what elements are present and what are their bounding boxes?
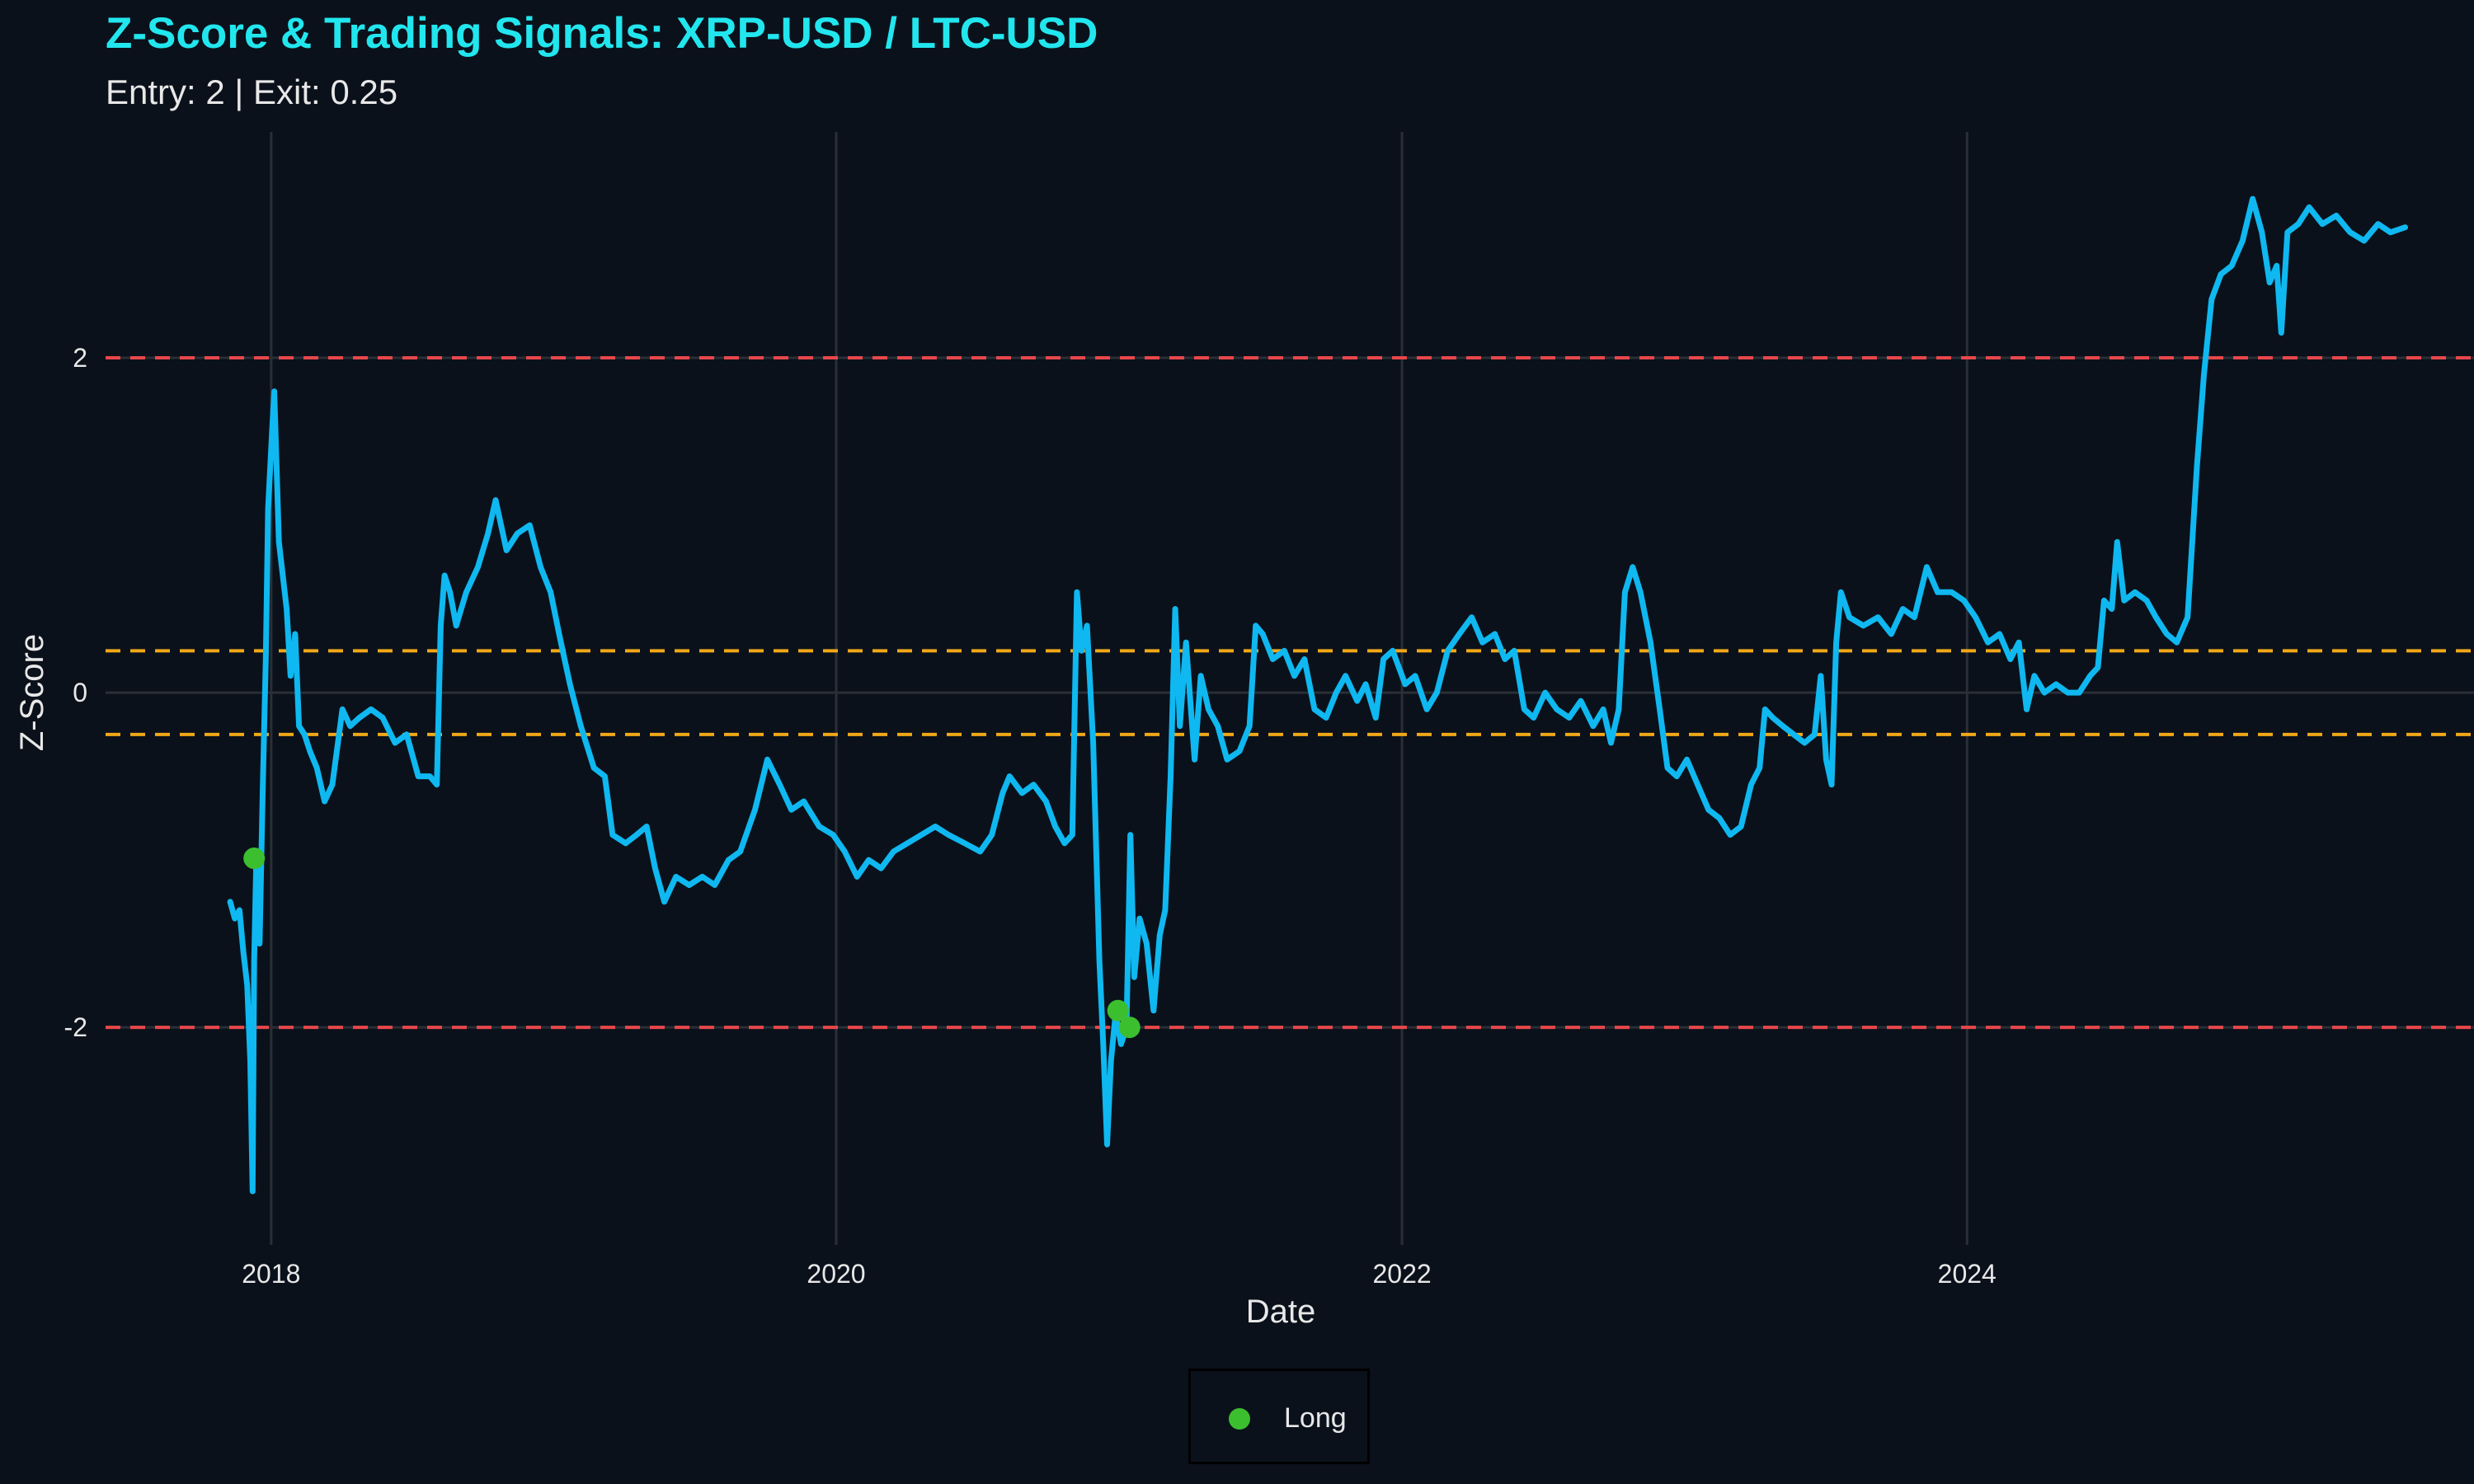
zscore-line-0: [227, 195, 2408, 1195]
long-signal-point-1: [1107, 999, 1129, 1021]
legend-long-label: Long: [1284, 1402, 1347, 1434]
x-tick-label-2020: 2020: [807, 1259, 865, 1289]
long-signal-point-0: [243, 848, 266, 870]
y-tick-label-2: -2: [64, 1012, 87, 1042]
chart-subtitle: Entry: 2 | Exit: 0.25: [106, 73, 398, 111]
x-tick-label-2024: 2024: [1938, 1259, 1997, 1289]
x-tick-label-2018: 2018: [242, 1259, 300, 1289]
y-tick-label-1: 0: [73, 678, 87, 707]
axis-ticks: 2018 2020 2022 2024 2 0 -2: [64, 343, 1997, 1289]
chart-title: Z-Score & Trading Signals: XRP-USD / LTC…: [106, 9, 1098, 58]
legend-long-marker: [1229, 1408, 1250, 1430]
signal-markers: [243, 848, 1141, 1039]
x-tick-label-2022: 2022: [1373, 1259, 1432, 1289]
zscore-series: [227, 195, 2408, 1195]
y-axis-label: Z-Score: [14, 634, 50, 751]
y-tick-label-0: 2: [73, 343, 87, 373]
grid-lines: [106, 132, 2474, 1245]
long-signal-point-2: [1118, 1017, 1141, 1039]
x-axis-label: Date: [1246, 1294, 1316, 1330]
legend: Long: [1188, 1369, 1370, 1464]
